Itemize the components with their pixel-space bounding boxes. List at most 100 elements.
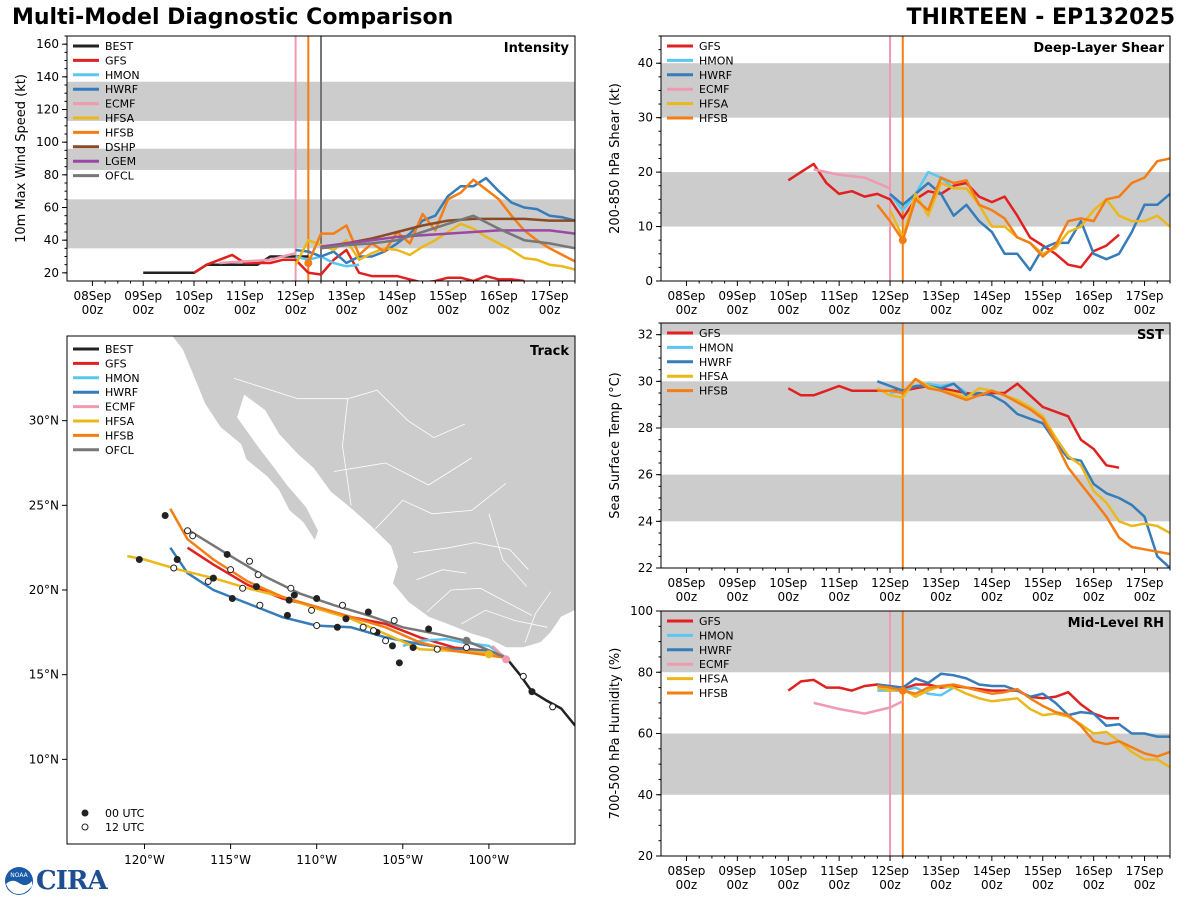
rh-band-0	[661, 733, 1170, 795]
track-line-best	[505, 656, 575, 727]
sst-legend-label: GFS	[699, 327, 721, 340]
shear-xtick-label: 14Sep	[973, 289, 1011, 303]
cira-logo: NOAA CIRA	[4, 866, 108, 896]
shear-ytick-label: 10	[638, 220, 653, 234]
cira-logo-text: CIRA	[36, 866, 108, 896]
intensity-title: Intensity	[504, 41, 570, 56]
intensity-ytick-label: 20	[44, 266, 59, 280]
shear-xtick-label: 08Sep	[668, 289, 706, 303]
rh-ytick-label: 40	[638, 788, 653, 802]
intensity-series-hwrf	[295, 176, 575, 265]
track-ytick-label: 30°N	[29, 414, 59, 428]
track-xtick-label: 120°W	[124, 853, 165, 867]
intensity-xtick-label: 00z	[437, 303, 459, 317]
sst-series-gfs	[787, 382, 1120, 469]
sst-band-2	[661, 323, 1170, 335]
shear-ytick-label: 40	[638, 56, 653, 70]
state-border	[488, 513, 528, 587]
sst-legend-label: HWRF	[699, 356, 732, 369]
track-point-12utc	[433, 645, 441, 653]
rh-panel: 2040608010008Sep00z09Sep00z10Sep00z11Sep…	[608, 604, 1171, 892]
sst-ytick-label: 28	[638, 421, 653, 435]
intensity-legend-label: HFSA	[105, 112, 135, 125]
shear-legend-label: HFSB	[699, 112, 728, 125]
rh-legend-label: HMON	[699, 629, 734, 642]
noaa-emblem-text: NOAA	[10, 872, 28, 879]
shear-xtick-label: 00z	[727, 303, 749, 317]
track-init-marker-ofcl	[462, 636, 471, 645]
sst-plot-area	[661, 323, 1170, 568]
intensity-xtick-label: 00z	[183, 303, 205, 317]
track-point-00utc	[364, 608, 372, 616]
track-point-12utc	[254, 571, 262, 579]
rh-legend-label: ECMF	[699, 658, 729, 671]
shear-ytick-label: 0	[645, 274, 653, 288]
intensity-xtick-label: 14Sep	[378, 289, 416, 303]
sst-xtick-label: 00z	[930, 590, 952, 604]
sst-xtick-label: 17Sep	[1126, 576, 1164, 590]
intensity-series-ofcl	[320, 214, 575, 250]
shear-xtick-label: 15Sep	[1024, 289, 1062, 303]
track-point-12utc	[519, 672, 527, 680]
rh-init-marker	[898, 686, 907, 695]
intensity-legend-label: BEST	[105, 40, 133, 53]
shear-band-1	[661, 63, 1170, 118]
rh-xtick-label: 00z	[777, 878, 799, 892]
shear-series-gfs	[787, 162, 1120, 269]
state-border	[413, 542, 529, 570]
track-legend-label: HMON	[105, 372, 140, 385]
rh-series-ecmf	[813, 700, 904, 715]
sst-xtick-label: 16Sep	[1075, 576, 1113, 590]
intensity-ytick-label: 60	[44, 201, 59, 215]
intensity-xtick-label: 00z	[234, 303, 256, 317]
intensity-ytick-label: 40	[44, 233, 59, 247]
land-mass	[171, 336, 575, 648]
sst-xtick-label: 00z	[727, 590, 749, 604]
rh-xtick-label: 00z	[930, 878, 952, 892]
sst-xtick-label: 00z	[1032, 590, 1054, 604]
shear-xtick-label: 00z	[981, 303, 1003, 317]
track-point-12utc	[549, 703, 557, 711]
track-point-00utc	[528, 688, 536, 696]
sst-band-0	[661, 474, 1170, 522]
track-point-12utc	[239, 584, 247, 592]
shear-xtick-label: 00z	[1134, 303, 1156, 317]
shear-xtick-label: 17Sep	[1126, 289, 1164, 303]
track-legend-label: GFS	[105, 357, 127, 370]
intensity-xtick-label: 00z	[488, 303, 510, 317]
intensity-xtick-label: 00z	[539, 303, 561, 317]
track-point-00utc	[313, 594, 321, 602]
rh-legend-label: HWRF	[699, 644, 732, 657]
track-xtick-label: 115°W	[210, 853, 251, 867]
sst-panel: 22242628303208Sep00z09Sep00z10Sep00z11Se…	[608, 322, 1171, 604]
rh-series-hfsb	[877, 683, 1170, 758]
state-border	[233, 377, 465, 439]
rh-ytick-label: 60	[638, 727, 653, 741]
track-point-00utc	[333, 623, 341, 631]
rh-xtick-label: 15Sep	[1024, 864, 1062, 878]
intensity-xtick-label: 00z	[285, 303, 307, 317]
sst-series-hfsb	[877, 377, 1170, 556]
track-legend-label: HWRF	[105, 386, 138, 399]
intensity-ytick-label: 160	[36, 37, 59, 51]
track-init-marker-ecmf	[502, 655, 511, 664]
shear-xtick-label: 16Sep	[1075, 289, 1113, 303]
rh-xtick-label: 00z	[676, 878, 698, 892]
rh-band-1	[661, 611, 1170, 673]
intensity-xtick-label: 11Sep	[226, 289, 264, 303]
rh-xtick-label: 17Sep	[1126, 864, 1164, 878]
intensity-legend-label: LGEM	[105, 155, 136, 168]
sst-xtick-label: 00z	[981, 590, 1003, 604]
intensity-series-hfsb	[307, 178, 575, 264]
sst-ytick-label: 30	[638, 374, 653, 388]
legend-marker-12utc	[81, 823, 89, 831]
track-point-00utc	[285, 596, 293, 604]
shear-xtick-label: 00z	[930, 303, 952, 317]
shear-panel: 01020304008Sep00z09Sep00z10Sep00z11Sep00…	[608, 35, 1171, 317]
track-legend-label: BEST	[105, 343, 133, 356]
track-point-00utc	[173, 556, 181, 564]
sst-xtick-label: 13Sep	[922, 576, 960, 590]
rh-xtick-label: 16Sep	[1075, 864, 1113, 878]
sst-xtick-label: 11Sep	[820, 576, 858, 590]
